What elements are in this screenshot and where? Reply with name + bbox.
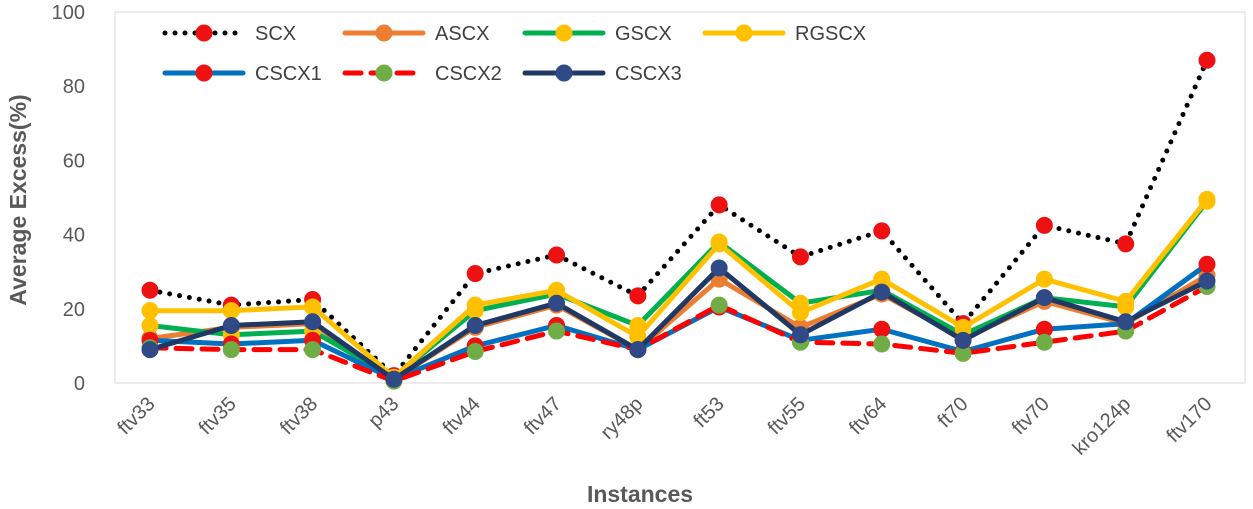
data-point xyxy=(1198,272,1216,290)
legend-label: SCX xyxy=(255,23,296,45)
data-point xyxy=(141,341,159,359)
data-point xyxy=(710,235,728,253)
legend-label: CSCX2 xyxy=(435,63,502,85)
plot-area xyxy=(114,11,1246,384)
data-point xyxy=(141,316,159,334)
data-point xyxy=(304,341,322,359)
legend-marker xyxy=(375,24,393,42)
legend-label: GSCX xyxy=(615,23,672,45)
legend-item-scx: SCX xyxy=(162,23,296,45)
data-point xyxy=(873,320,891,338)
legend-marker xyxy=(195,64,213,82)
x-tick-label: ftv38 xyxy=(276,393,322,439)
x-tick-label: ftv170 xyxy=(1162,393,1216,447)
legend-item-gscx: GSCX xyxy=(522,23,672,45)
legend-item-cscx3: CSCX3 xyxy=(522,63,682,85)
data-point xyxy=(466,296,484,314)
x-tick-label: ry48p xyxy=(596,393,647,444)
data-point xyxy=(1117,292,1135,310)
data-point xyxy=(222,302,240,320)
data-point xyxy=(710,296,728,314)
series-line xyxy=(147,284,1210,384)
data-point xyxy=(710,196,728,214)
data-point xyxy=(304,313,322,331)
x-axis-ticks: ftv33 ftv35 ftv38 p43 ftv44 ftv47 ry48p ft53 ftv… xyxy=(113,393,1216,460)
legend-marker xyxy=(375,64,393,82)
y-axis-title: Average Excess(%) xyxy=(5,94,31,305)
data-point xyxy=(1117,235,1135,253)
data-point xyxy=(873,283,891,301)
data-point xyxy=(791,326,809,344)
x-tick-label: ft70 xyxy=(933,393,972,432)
data-point xyxy=(1117,313,1135,331)
data-point xyxy=(466,316,484,334)
data-point xyxy=(1198,190,1216,208)
data-point xyxy=(791,304,809,322)
data-point xyxy=(710,259,728,277)
x-tick-label: p43 xyxy=(364,393,403,432)
x-tick-label: ftv70 xyxy=(1008,393,1054,439)
legend-label: CSCX1 xyxy=(255,63,322,85)
data-point xyxy=(1198,51,1216,69)
y-tick-label: 60 xyxy=(63,150,85,172)
legend-item-rgscx: RGSCX xyxy=(702,23,866,45)
y-tick-label: 40 xyxy=(63,225,85,247)
y-tick-label: 20 xyxy=(63,299,85,321)
series-rgscx xyxy=(141,190,1216,386)
y-tick-label: 80 xyxy=(63,76,85,98)
data-point xyxy=(1035,270,1053,288)
data-point xyxy=(141,302,159,320)
legend: SCX ASCX GSCX RGSCX CSCX1 CSCX2 CSCX3 xyxy=(162,23,866,85)
series-line xyxy=(147,196,1210,380)
series-line xyxy=(147,265,1210,382)
legend-label: ASCX xyxy=(435,23,489,45)
data-point xyxy=(1035,333,1053,351)
data-point xyxy=(1035,289,1053,307)
data-point xyxy=(304,298,322,316)
data-point xyxy=(548,246,566,264)
data-point xyxy=(873,335,891,353)
x-tick-label: kro124p xyxy=(1069,393,1136,460)
x-tick-label: ftv64 xyxy=(845,393,891,439)
y-tick-label: 0 xyxy=(74,373,85,395)
legend-item-cscx1: CSCX1 xyxy=(162,63,322,85)
data-point xyxy=(222,341,240,359)
legend-item-ascx: ASCX xyxy=(342,23,489,45)
x-tick-label: ftv44 xyxy=(439,393,485,439)
legend-label: RGSCX xyxy=(795,23,866,45)
y-axis-ticks: 0 20 40 60 80 100 xyxy=(52,2,85,395)
data-point xyxy=(548,294,566,312)
x-axis-title: Instances xyxy=(587,481,693,507)
legend-item-cscx2: CSCX2 xyxy=(342,63,502,85)
x-tick-label: ftv55 xyxy=(764,393,810,439)
data-point xyxy=(466,265,484,283)
y-tick-label: 100 xyxy=(52,2,85,24)
data-point xyxy=(791,248,809,266)
series-cscx3 xyxy=(141,259,1216,388)
series-line xyxy=(147,57,1210,379)
legend-marker xyxy=(735,24,753,42)
data-point xyxy=(1198,255,1216,273)
x-tick-label: ftv47 xyxy=(520,393,566,439)
series-layer xyxy=(141,51,1216,390)
data-point xyxy=(385,370,403,388)
data-point xyxy=(222,316,240,334)
legend-label: CSCX3 xyxy=(615,63,682,85)
data-point xyxy=(548,322,566,340)
legend-marker xyxy=(555,64,573,82)
data-point xyxy=(629,341,647,359)
data-point xyxy=(873,222,891,240)
data-point xyxy=(1035,216,1053,234)
data-point xyxy=(629,287,647,305)
x-tick-label: ftv35 xyxy=(195,393,241,439)
data-point xyxy=(954,331,972,349)
data-point xyxy=(141,281,159,299)
x-tick-label: ftv33 xyxy=(113,393,159,439)
legend-marker xyxy=(195,24,213,42)
data-point xyxy=(466,342,484,360)
x-tick-label: ft53 xyxy=(690,393,729,432)
legend-marker xyxy=(555,24,573,42)
